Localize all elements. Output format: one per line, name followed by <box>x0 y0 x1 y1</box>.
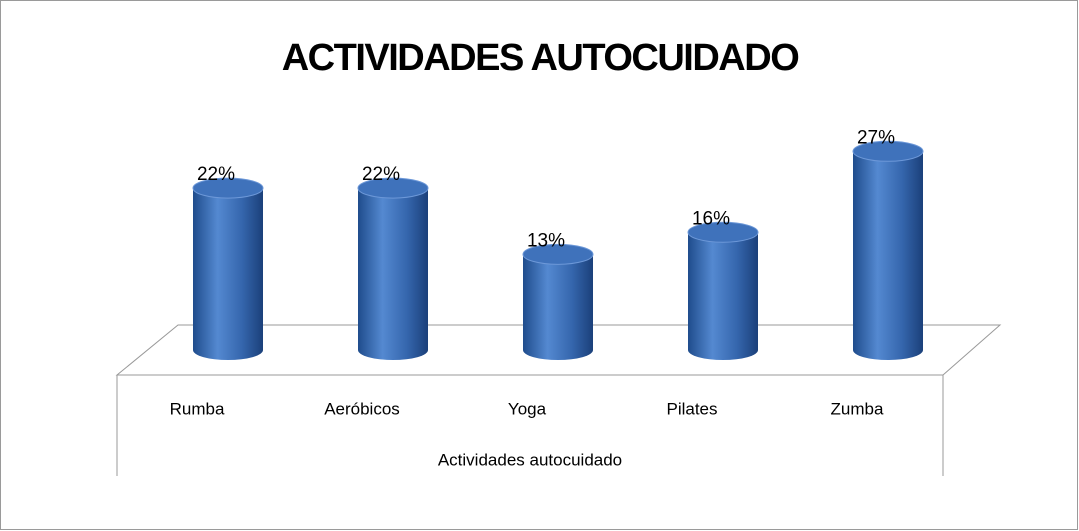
data-label: 16% <box>692 208 730 229</box>
data-label: 13% <box>527 230 565 251</box>
data-label: 27% <box>857 127 895 148</box>
x-tick-label: Yoga <box>508 399 547 418</box>
bar-top <box>192 177 264 199</box>
bar-top <box>852 140 924 162</box>
x-tick-label: Zumba <box>831 399 884 418</box>
data-label: 22% <box>362 164 400 185</box>
chart-title: ACTIVIDADES AUTOCUIDADO <box>282 37 799 79</box>
data-label: 22% <box>197 164 235 185</box>
bar <box>193 188 263 360</box>
bar-top <box>687 221 759 243</box>
x-axis-label: Actividades autocuidado <box>438 450 622 469</box>
bar <box>523 254 593 360</box>
x-tick-label: Rumba <box>170 399 225 418</box>
bar <box>358 188 428 360</box>
x-tick-label: Pilates <box>666 399 717 418</box>
bar <box>688 232 758 360</box>
bar-top <box>357 177 429 199</box>
x-tick-label: Aeróbicos <box>324 399 400 418</box>
bar <box>853 151 923 360</box>
bar-top <box>522 243 594 265</box>
